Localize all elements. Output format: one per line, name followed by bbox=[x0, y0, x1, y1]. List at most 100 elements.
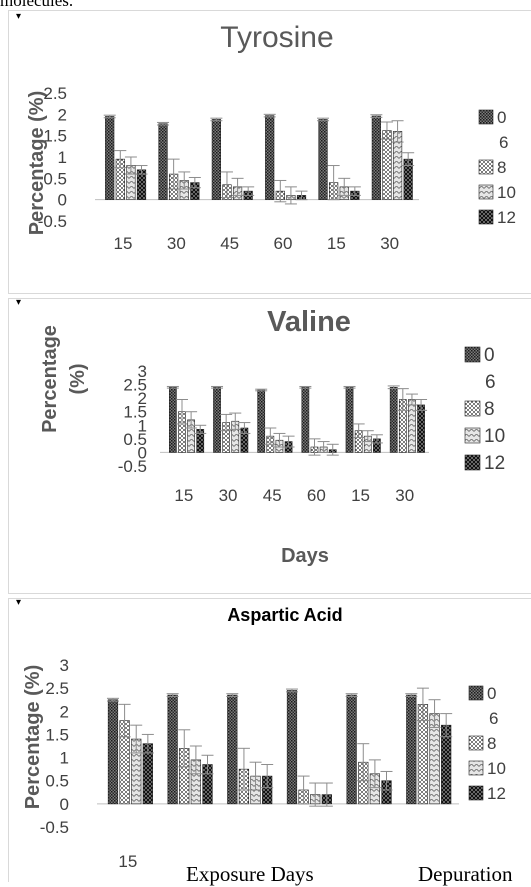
category-label: 45 bbox=[263, 486, 282, 505]
category-label: 60 bbox=[307, 486, 326, 505]
legend-swatch bbox=[478, 109, 494, 125]
bar bbox=[257, 389, 266, 453]
legend-swatch bbox=[468, 760, 484, 776]
category-label: 15 bbox=[118, 852, 137, 871]
x-axis-label: Days bbox=[281, 545, 329, 567]
y-tick-label: 0 bbox=[60, 795, 69, 814]
bar bbox=[227, 694, 238, 805]
legend-swatch bbox=[464, 454, 481, 471]
legend-label: 6 bbox=[485, 372, 496, 393]
bar bbox=[371, 115, 381, 200]
category-label: 45 bbox=[220, 234, 239, 253]
y-tick-label: 1.5 bbox=[43, 127, 67, 146]
legend-label: 8 bbox=[487, 734, 496, 753]
y-tick-label: 0.5 bbox=[45, 772, 69, 791]
legend-label: 6 bbox=[489, 709, 498, 728]
y-tick-label: 3 bbox=[138, 362, 147, 381]
page-caption: molecules. bbox=[0, 0, 74, 10]
bar bbox=[107, 699, 119, 805]
bar bbox=[158, 123, 168, 200]
y-tick-label: 1 bbox=[138, 416, 147, 435]
bar bbox=[382, 130, 392, 200]
bar bbox=[417, 404, 425, 453]
legend-swatch bbox=[464, 346, 481, 363]
depuration-label: Depuration bbox=[418, 862, 513, 886]
aspartic-acid-chart-panel: ▾ Aspartic Acid Percentage (%) 3 2.5 2 1.5 1 0.… bbox=[8, 598, 531, 882]
bar bbox=[167, 694, 178, 805]
aspartic-acid-chart: Aspartic Acid Percentage (%) 3 2.5 2 1.5 1 0.5 0… bbox=[22, 605, 506, 871]
legend-swatch bbox=[478, 209, 494, 225]
bar bbox=[301, 386, 310, 453]
y-tick-label: 0 bbox=[138, 443, 147, 462]
bar bbox=[105, 116, 115, 200]
corner-marker: ▾ bbox=[16, 598, 22, 608]
legend-label: 12 bbox=[497, 208, 516, 227]
valine-chart-panel: ▾ Valine Percentage (%) 3 2.5 2 1.5 1 0.5 0 -0.5 15… bbox=[8, 298, 531, 594]
y-tick-label: 1.5 bbox=[45, 725, 69, 744]
category-label: 15 bbox=[327, 234, 346, 253]
bar bbox=[346, 694, 357, 805]
category-label: 30 bbox=[380, 234, 399, 253]
y-tick-label: 2.5 bbox=[43, 84, 67, 103]
chart-title: Valine bbox=[267, 306, 351, 338]
bar bbox=[213, 386, 221, 453]
category-label: 15 bbox=[351, 486, 370, 505]
legend-label: 12 bbox=[484, 453, 505, 474]
y-tick-label: 2.5 bbox=[123, 376, 147, 395]
legend-swatch bbox=[468, 735, 484, 751]
category-label: 60 bbox=[274, 234, 293, 253]
category-label: 15 bbox=[114, 234, 133, 253]
legend-label: 10 bbox=[487, 759, 506, 778]
y-tick-label: 2 bbox=[138, 389, 147, 408]
category-label: 30 bbox=[167, 234, 186, 253]
y-tick-label: 0.5 bbox=[123, 430, 147, 449]
bar bbox=[318, 119, 328, 200]
y-tick-label: 2 bbox=[58, 105, 67, 124]
y-tick-label: -0.5 bbox=[38, 212, 67, 231]
legend-swatch bbox=[468, 685, 484, 701]
y-tick-label: 0.5 bbox=[43, 169, 67, 188]
bar bbox=[389, 386, 398, 453]
tyrosine-chart-panel: ▾ Tyrosine Percentage (%) 2.5 2 1.5 1 0.5 0 -0.5… bbox=[8, 10, 531, 294]
legend-swatch bbox=[464, 400, 481, 417]
y-axis-label: Percentage (%) bbox=[26, 91, 48, 236]
legend-swatch bbox=[464, 427, 481, 444]
chart-title: Tyrosine bbox=[220, 21, 333, 54]
y-tick-label: 0 bbox=[58, 191, 67, 210]
exposure-days-label: Exposure Days bbox=[186, 862, 314, 886]
legend-label: 10 bbox=[484, 426, 505, 447]
y-tick-label: 2.5 bbox=[45, 679, 69, 698]
legend-label: 8 bbox=[484, 399, 495, 420]
legend-swatch bbox=[478, 184, 494, 200]
y-tick-label: 1 bbox=[58, 148, 67, 167]
corner-marker: ▾ bbox=[16, 298, 22, 308]
y-axis-label: Percentage (%) bbox=[39, 325, 89, 433]
legend-swatch bbox=[478, 159, 494, 175]
tyrosine-chart: Tyrosine Percentage (%)2.5 2 1.5 1 0.5 0 -0.5 15… bbox=[26, 21, 516, 253]
legend-label: 10 bbox=[497, 183, 516, 202]
category-label: 30 bbox=[395, 486, 414, 505]
y-tick-label: -0.5 bbox=[118, 457, 147, 476]
y-tick-label: 2 bbox=[60, 702, 69, 721]
bar bbox=[408, 399, 416, 453]
bar bbox=[345, 386, 354, 453]
legend-label: 0 bbox=[484, 345, 495, 366]
category-label: 30 bbox=[219, 486, 238, 505]
bar bbox=[286, 690, 298, 805]
legend-label: 0 bbox=[487, 684, 496, 703]
bar bbox=[406, 694, 417, 805]
corner-marker: ▾ bbox=[16, 11, 22, 22]
legend-label: 6 bbox=[499, 133, 508, 152]
bar bbox=[265, 115, 275, 200]
legend-label: 12 bbox=[487, 784, 506, 803]
y-axis-label: Percentage (%) bbox=[22, 665, 44, 810]
category-label: 15 bbox=[174, 486, 193, 505]
y-tick-label: -0.5 bbox=[40, 818, 69, 837]
y-tick-label: 3 bbox=[60, 656, 69, 675]
bar bbox=[211, 119, 221, 200]
y-tick-label: 1.5 bbox=[123, 403, 147, 422]
legend-label: 8 bbox=[497, 158, 506, 177]
y-tick-label: 1 bbox=[60, 749, 69, 768]
legend-label: 0 bbox=[497, 108, 506, 127]
legend-swatch bbox=[468, 785, 484, 801]
